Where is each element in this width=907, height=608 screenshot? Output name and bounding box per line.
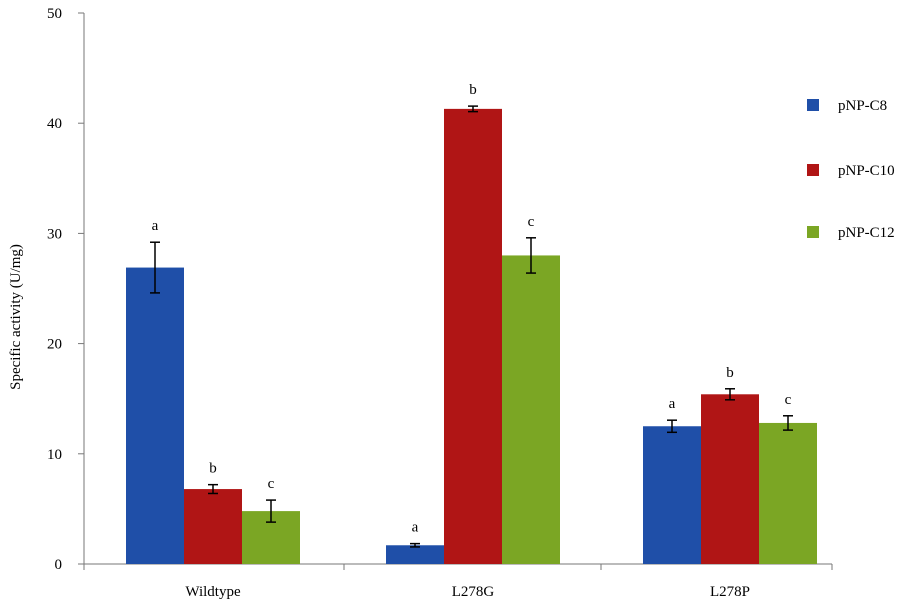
bar bbox=[386, 545, 444, 564]
significance-label: a bbox=[152, 218, 159, 234]
legend-label: pNP-C8 bbox=[838, 98, 887, 114]
legend-swatch bbox=[807, 226, 819, 238]
bar bbox=[759, 422, 817, 564]
bar bbox=[444, 108, 502, 565]
y-tick-label: 30 bbox=[47, 226, 62, 242]
bars: a a a b b b c c c bbox=[126, 82, 817, 565]
x-category-label: Wildtype bbox=[185, 584, 241, 600]
y-tick-label: 20 bbox=[47, 337, 62, 353]
legend: pNP-C8 pNP-C10 pNP-C12 bbox=[807, 98, 895, 241]
y-tick-label: 40 bbox=[47, 116, 62, 132]
y-tick-label: 0 bbox=[55, 557, 63, 573]
x-category-label: L278G bbox=[452, 584, 495, 600]
y-axis: 0 10 20 30 40 50 bbox=[47, 6, 85, 573]
bar bbox=[502, 255, 560, 564]
y-tick-label: 50 bbox=[47, 6, 62, 22]
significance-label: b bbox=[209, 461, 217, 477]
bar bbox=[643, 426, 701, 564]
x-category-label: L278P bbox=[710, 584, 750, 600]
y-axis-title: Specific activity (U/mg) bbox=[8, 244, 24, 390]
legend-label: pNP-C10 bbox=[838, 163, 895, 179]
legend-swatch bbox=[807, 99, 819, 111]
significance-label: b bbox=[726, 365, 734, 381]
significance-label: a bbox=[412, 520, 419, 536]
significance-label: c bbox=[268, 476, 275, 492]
x-axis: Wildtype L278G L278P bbox=[83, 563, 833, 600]
bar bbox=[701, 394, 759, 564]
legend-swatch bbox=[807, 164, 819, 176]
y-tick-label: 10 bbox=[47, 447, 62, 463]
significance-label: c bbox=[785, 392, 792, 408]
significance-label: b bbox=[469, 82, 477, 98]
significance-label: a bbox=[669, 396, 676, 412]
bar bbox=[184, 489, 242, 564]
legend-label: pNP-C12 bbox=[838, 225, 895, 241]
bar bbox=[126, 267, 184, 564]
significance-label: c bbox=[528, 214, 535, 230]
